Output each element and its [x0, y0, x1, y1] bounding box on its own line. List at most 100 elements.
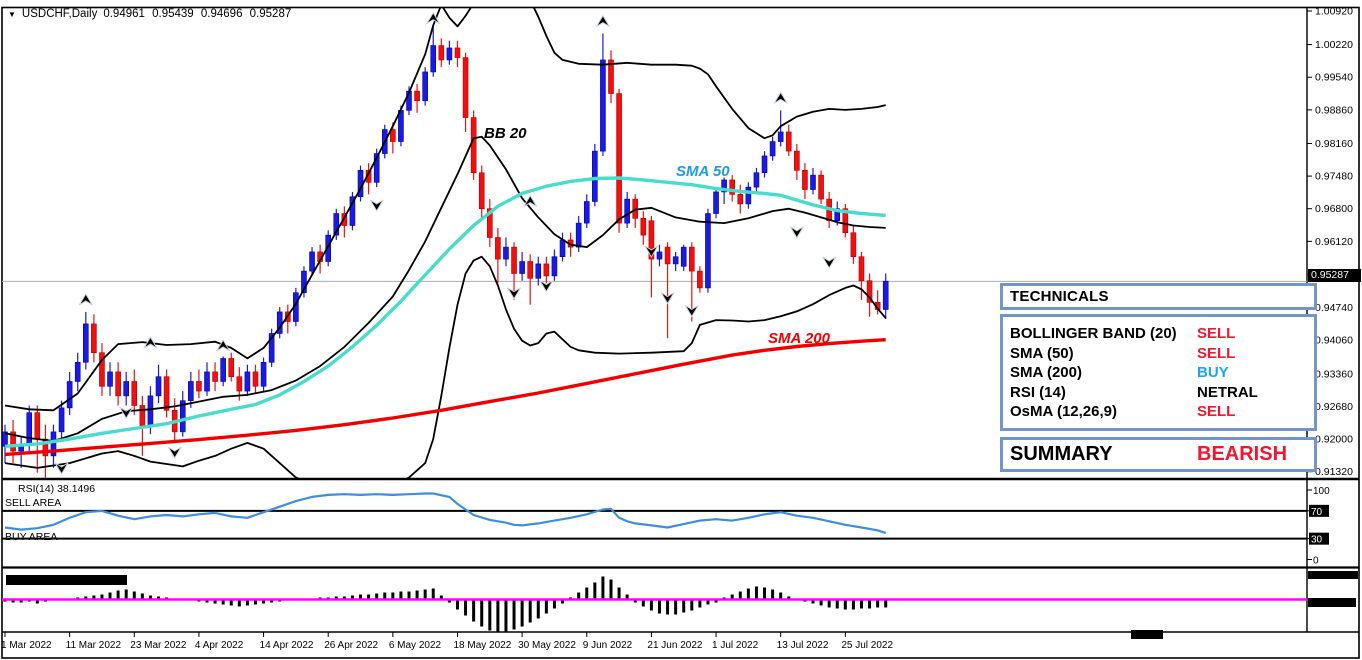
osma-axis-box-zero [1308, 598, 1356, 607]
candle-bear [818, 174, 824, 200]
technicals-panel-title: TECHNICALS [1000, 283, 1317, 310]
osma-bar [666, 599, 670, 615]
up-arrow-icon [595, 14, 610, 28]
date-tick-label: 26 Apr 2022 [324, 640, 378, 651]
candle-bull [551, 256, 558, 277]
osma-bar [868, 599, 872, 609]
date-tick-label: 9 Jun 2022 [583, 640, 633, 651]
up-arrow-icon [523, 194, 538, 207]
ohlc-values: 0.94961 0.95439 0.94696 0.95287 [103, 8, 295, 20]
candle-bull [333, 213, 340, 236]
down-arrow-icon [54, 462, 69, 475]
candle-bear [802, 170, 808, 190]
candle-bull [147, 395, 154, 428]
osma-bar [407, 591, 411, 600]
bollinger-band-label: BB 20 [484, 125, 527, 142]
price-tick-label: 0.99540 [1315, 72, 1353, 84]
candle-bull [309, 251, 315, 272]
candle-bear [486, 208, 493, 238]
osma-bar [536, 599, 540, 619]
candle-bull [769, 141, 776, 157]
candle-bull [503, 246, 509, 260]
candle-bear [664, 246, 671, 265]
candle-bear [196, 381, 202, 392]
candle-bear [842, 208, 849, 234]
candle-bear [341, 213, 348, 226]
osma-bar [779, 592, 783, 600]
osma-bar [876, 599, 880, 608]
osma-panel[interactable] [2, 571, 1358, 639]
date-tick-label: 30 May 2022 [518, 640, 576, 651]
candle-bull [705, 213, 711, 289]
sma50-label: SMA 50 [676, 163, 730, 180]
candle-bear [729, 179, 736, 195]
candle-bear [640, 218, 647, 236]
osma-bar [787, 596, 791, 600]
date-axis[interactable]: 1 Mar 2022 11 Mar 2022 23 Mar 2022 4 Apr 20… [1, 632, 893, 651]
symbol-header: ▼ USDCHF,Daily 0.94961 0.95439 0.94696 0… [8, 8, 295, 20]
osma-bar [528, 599, 532, 623]
candle-bear [390, 129, 396, 142]
candle-bull [244, 371, 251, 392]
candle-bear [608, 59, 614, 94]
osma-bar [819, 599, 823, 606]
osma-bar [827, 599, 831, 608]
candle-bear [794, 150, 800, 171]
price-axis[interactable]: 1.00920 1.00220 0.99540 0.98860 0.98160 0.974… [1307, 6, 1353, 479]
candle-bear [866, 280, 873, 303]
technicals-row-sma200: SMA (200) BUY [1003, 363, 1314, 383]
candle-bull [204, 371, 210, 392]
osma-bar [229, 599, 233, 606]
bollinger-lower-line [4, 255, 887, 478]
summary-value: BEARISH [1197, 443, 1288, 465]
osma-bar [746, 588, 750, 600]
osma-bar [124, 589, 128, 600]
candle-bull [373, 153, 380, 183]
candle-bull [123, 381, 129, 397]
osma-bar [415, 590, 419, 600]
candle-bull [58, 407, 65, 433]
bollinger-upper-line [4, 8, 886, 412]
price-tick-label: 0.96800 [1315, 203, 1353, 215]
osma-bar [754, 586, 758, 600]
candle-bull [680, 246, 687, 267]
osma-bar [544, 599, 548, 614]
rsi-panel[interactable]: 100 70 30 0 [2, 486, 1330, 567]
osma-bar [140, 593, 144, 600]
candle-bear [414, 90, 420, 102]
technicals-row-sma50: SMA (50) SELL [1003, 344, 1314, 364]
up-arrow-icon [78, 292, 93, 306]
osma-bar [35, 599, 39, 604]
candle-bull [535, 263, 542, 279]
row-signal: BUY [1197, 364, 1229, 382]
rsi-tick-label: 100 [1313, 486, 1330, 497]
candle-bear [478, 172, 485, 210]
osma-bar [334, 596, 338, 600]
rsi-tick-label: 0 [1313, 556, 1319, 567]
up-arrow-icon [426, 11, 441, 25]
osma-bar [851, 599, 855, 610]
osma-bar [84, 596, 88, 600]
candles-layer[interactable] [2, 26, 889, 489]
date-tick-label: 6 May 2022 [389, 640, 442, 651]
candle-bear [454, 47, 461, 58]
candle-bear [688, 246, 695, 272]
candle-bull [600, 59, 606, 152]
candle-bear [785, 131, 792, 152]
candle-bull [624, 198, 630, 224]
osma-bar [488, 599, 492, 631]
osma-bar [577, 592, 581, 600]
candle-bear [228, 358, 235, 377]
up-arrow-icon [773, 91, 788, 104]
row-signal: NETRAL [1197, 383, 1258, 401]
osma-bar [148, 595, 152, 600]
osma-bar [811, 599, 815, 604]
row-signal: SELL [1197, 344, 1236, 362]
bollinger-middle-line [4, 135, 886, 442]
osma-bar [585, 587, 589, 600]
osma-bar [625, 594, 629, 600]
candle-bull [430, 45, 437, 73]
symbol-dropdown-icon[interactable]: ▼ [8, 9, 16, 19]
row-label: RSI (14) [1010, 383, 1066, 401]
